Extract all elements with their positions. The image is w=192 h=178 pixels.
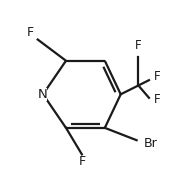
- Text: F: F: [78, 155, 85, 168]
- Text: Br: Br: [144, 137, 157, 150]
- Text: N: N: [37, 88, 47, 101]
- Text: F: F: [154, 93, 161, 106]
- Text: F: F: [154, 70, 161, 83]
- Text: F: F: [27, 26, 34, 39]
- Text: F: F: [135, 39, 142, 52]
